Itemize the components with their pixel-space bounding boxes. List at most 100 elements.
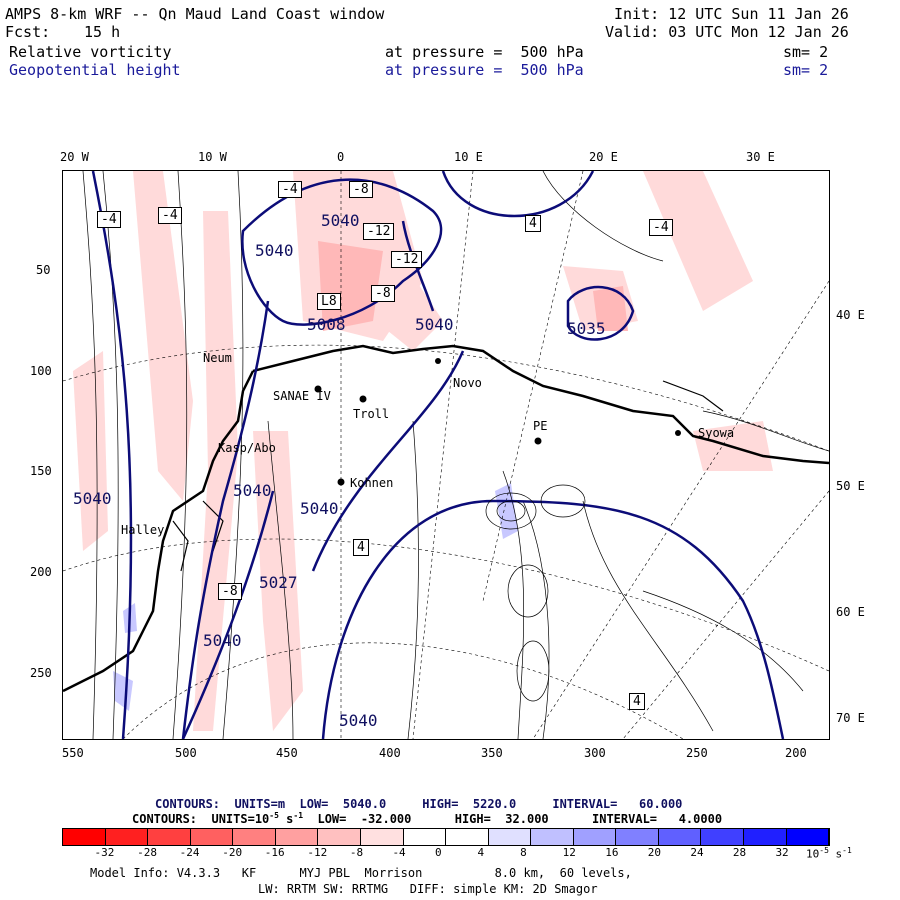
colorbar-tick-label: 12 [562,846,576,859]
colorbar-cell [403,829,447,845]
height-label: 5040 [203,631,242,650]
vorticity-label: -4 [649,219,673,236]
colorbar-tick-label: 24 [690,846,704,859]
field1-name: Relative vorticity [9,43,172,61]
colorbar [62,828,830,846]
colorbar-cell [360,829,404,845]
colorbar-cell [148,829,191,845]
x-tick: 350 [481,746,503,760]
height-label: 5040 [300,499,339,518]
colorbar-tick-label: -20 [222,846,243,859]
x-tick: 500 [175,746,197,760]
y-tick: 250 [30,666,52,680]
vorticity-label: 4 [629,693,645,710]
x-tick: 550 [62,746,84,760]
forecast-hours: 15 h [84,23,121,41]
height-contours [91,171,785,739]
lon-tick: 30 E [746,150,775,164]
lon-tick: 20 W [60,150,89,164]
height-label: 5040 [73,489,112,508]
station-label: Kohnen [350,476,394,490]
height-label: 5040 [321,211,360,230]
coastline-detail [172,380,724,572]
colorbar-tick-label: 0 [435,846,442,859]
vorticity-label: -4 [97,211,121,228]
colorbar-cell [744,829,787,845]
coastline [63,344,829,693]
map-title: AMPS 8-km WRF -- Qn Maud Land Coast wind… [5,5,385,23]
colorbar-cell [701,829,744,845]
colorbar-cell [233,829,276,845]
vorticity-label: -4 [278,181,302,198]
field1-smoothing: sm= 2 [783,43,829,61]
y-tick: 150 [30,464,52,478]
colorbar-tick-label: 28 [732,846,747,859]
colorbar-cell [573,829,617,845]
vorticity-label: L8 [317,293,341,310]
x-tick: 450 [276,746,298,760]
station-label: Neum [203,351,232,365]
height-label: 5027 [259,573,298,592]
x-tick: 400 [379,746,401,760]
colorbar-tick-label: -4 [392,846,406,859]
height-label: 5035 [567,319,606,338]
lat-tick: 40 E [836,308,865,322]
station-label: Syowa [698,426,735,440]
height-label: 5040 [415,315,454,334]
height-label: 5040 [255,241,294,260]
colorbar-unit: 10-5 s-1 [806,846,852,861]
colorbar-cell [446,829,489,845]
lon-tick: 0 [337,150,345,164]
colorbar-tick-label: 20 [647,846,662,859]
x-tick: 300 [584,746,606,760]
x-tick: 200 [785,746,807,760]
lat-tick: 60 E [836,605,865,619]
vorticity-label: -12 [391,251,423,268]
colorbar-tick-label: 8 [520,846,527,859]
height-label: 5040 [233,481,272,500]
height-label: 5040 [339,711,378,730]
x-tick: 250 [686,746,708,760]
colorbar-cell [63,829,106,845]
negative-vorticity-shading [73,171,773,731]
colorbar-cell [616,829,659,845]
graticule [63,171,829,739]
vorticity-label: -8 [218,583,242,600]
station-label: SANAE IV [273,389,331,403]
field1-pressure: at pressure = 500 hPa [385,43,584,61]
field2-smoothing: sm= 2 [783,61,829,79]
colorbar-tick-label: -32 [94,846,115,859]
vorticity-label: -4 [158,207,182,224]
lon-tick: 20 E [589,150,618,164]
colorbar-cell [658,829,702,845]
colorbar-ticks: -32 -28 -24 -20 -16 -12 -8 -4 0 4 8 12 16 20 24 28 32 [62,846,828,860]
lat-tick: 70 E [836,711,865,725]
station-markers [314,358,681,486]
field2-pressure: at pressure = 500 hPa [385,61,584,79]
colorbar-tick-label: -8 [349,846,364,859]
colorbar-cell [488,829,532,845]
y-tick: 200 [30,565,52,579]
model-physics: LW: RRTM SW: RRTMG DIFF: simple KM: 2D S… [258,882,598,896]
model-info: Model Info: V4.3.3 KF MYJ PBL Morrison 8… [90,866,632,880]
lon-tick: 10 W [198,150,227,164]
vorticity-map[interactable]: Neum SANAE IV Troll Novo PE Syowa Kohnen… [62,170,830,740]
colorbar-cell [531,829,574,845]
colorbar-cell [786,829,830,845]
y-tick: 50 [36,263,51,277]
vorticity-label: -8 [349,181,373,198]
height-label: 5008 [307,315,346,334]
height-contour-info: CONTOURS: UNITS=m LOW= 5040.0 HIGH= 5220… [155,797,683,811]
station-label: PE [533,419,548,433]
station-label: Novo [453,376,482,390]
colorbar-tick-label: 4 [477,846,485,859]
map-graphics [63,171,829,739]
colorbar-cell [190,829,234,845]
y-tick: 100 [30,364,52,378]
station-label: Troll [353,407,390,421]
lat-tick: 50 E [836,479,865,493]
vorticity-contour-info: CONTOURS: UNITS=10-5 s-1 LOW= -32.000 HI… [132,811,723,826]
colorbar-cell [318,829,361,845]
colorbar-tick-label: 16 [605,846,619,859]
vorticity-label: -12 [363,223,395,240]
